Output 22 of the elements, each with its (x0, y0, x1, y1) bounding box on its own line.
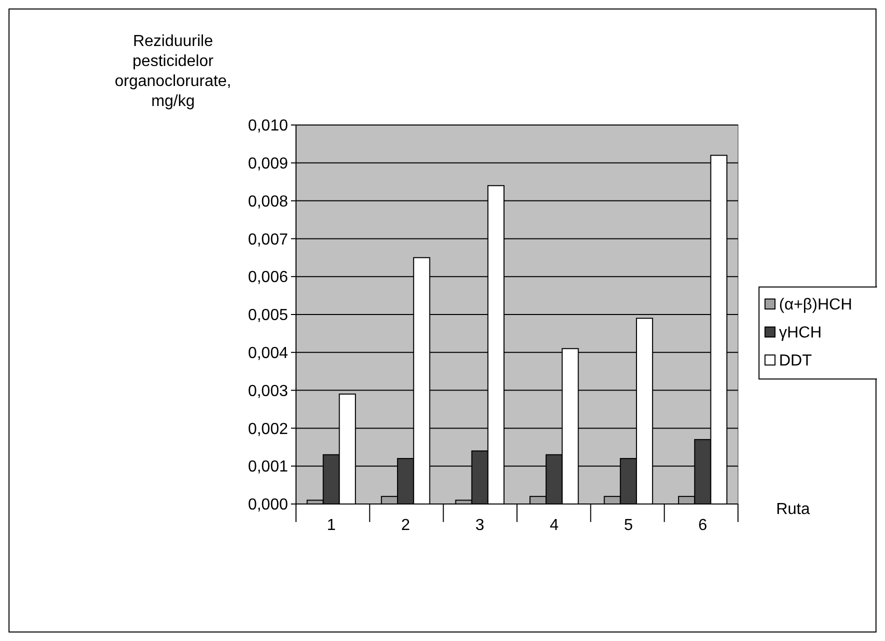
y-tick-label: 0,008 (248, 193, 288, 210)
x-tick-label: 4 (550, 517, 559, 534)
y-tick-label: 0,000 (248, 496, 288, 514)
x-tick-label: 1 (326, 517, 336, 534)
y-tick-label: 0,009 (248, 156, 288, 172)
y-tick-label: 0,003 (248, 382, 288, 400)
x-tick-label: 2 (401, 517, 410, 534)
x-axis-title: Ruta (776, 501, 810, 518)
x-tick-label: 5 (624, 517, 633, 534)
legend-label: γHCH (779, 324, 822, 342)
y-tick-label: 0,001 (248, 458, 288, 476)
legend-label: (α+β)HCH (779, 296, 852, 314)
x-tick-label: 3 (475, 517, 484, 534)
legend-label: DDT (779, 352, 812, 370)
y-tick-label: 0,004 (248, 345, 288, 362)
y-tick-label: 0,002 (248, 420, 288, 438)
y-tick-label: 0,005 (248, 307, 288, 324)
y-tick-label: 0,010 (248, 118, 288, 135)
y-tick-label: 0,006 (248, 269, 288, 286)
y-tick-label: 0,007 (248, 231, 288, 248)
x-tick-label: 6 (698, 517, 708, 534)
y-axis-title: Reziduurile pesticidelor organoclorurate, mg/kg (114, 33, 232, 110)
